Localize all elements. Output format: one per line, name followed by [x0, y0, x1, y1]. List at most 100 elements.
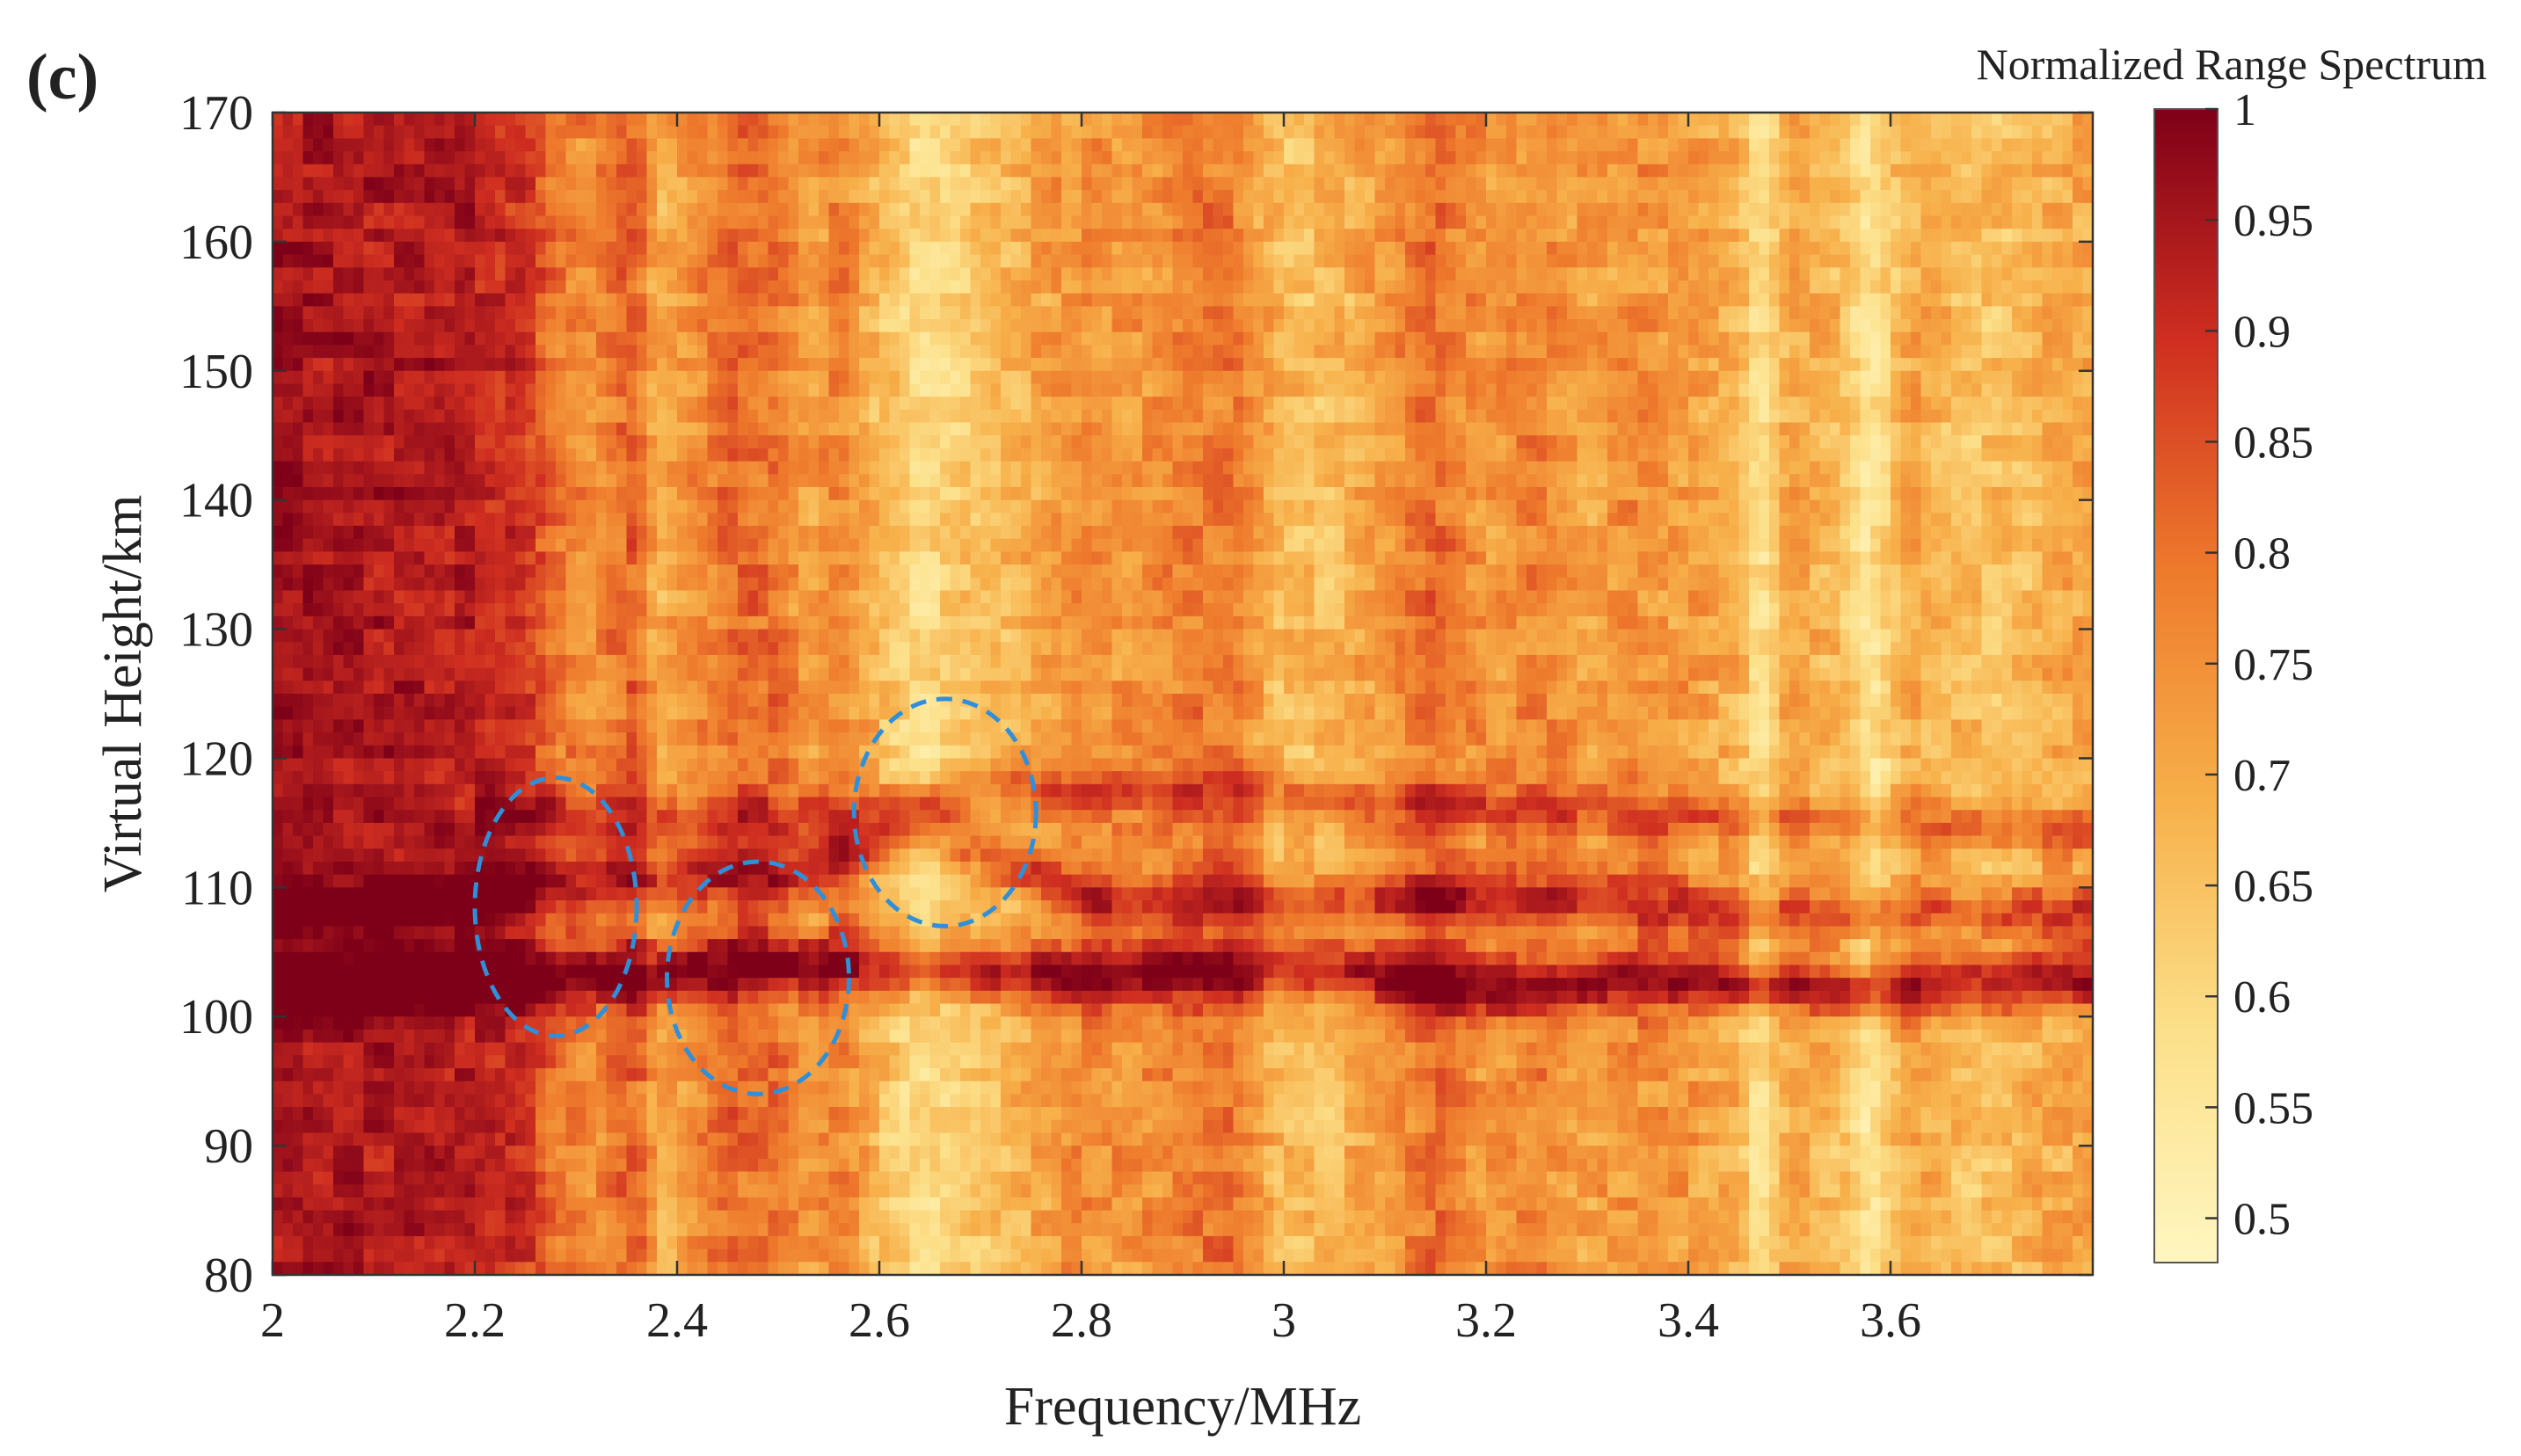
heatmap-cell	[616, 1042, 628, 1056]
heatmap-cell	[434, 771, 446, 785]
heatmap-cell	[485, 241, 496, 256]
heatmap-cell	[707, 538, 718, 553]
heatmap-cell	[464, 1262, 476, 1275]
heatmap-cell	[596, 732, 608, 746]
heatmap-cell	[464, 694, 476, 708]
heatmap-cell	[363, 1146, 375, 1160]
heatmap-cell	[536, 913, 547, 927]
heatmap-cell	[464, 861, 476, 876]
heatmap-cell	[788, 681, 799, 695]
heatmap-cell	[434, 577, 446, 592]
heatmap-cell	[404, 499, 415, 513]
heatmap-cell	[738, 113, 749, 127]
heatmap-cell	[282, 745, 294, 760]
heatmap-cell	[747, 138, 759, 152]
heatmap-cell	[738, 177, 749, 191]
heatmap-cell	[727, 164, 739, 178]
heatmap-cell	[808, 1094, 820, 1108]
heatmap-cell	[536, 1210, 547, 1224]
heatmap-cell	[536, 681, 547, 695]
heatmap-cell	[626, 642, 638, 656]
heatmap-cell	[545, 267, 557, 281]
heatmap-cell	[626, 603, 638, 617]
heatmap-cell	[404, 267, 415, 281]
heatmap-cell	[738, 926, 749, 940]
heatmap-cell	[677, 771, 689, 785]
heatmap-cell	[495, 293, 506, 307]
heatmap-cell	[556, 913, 567, 927]
heatmap-cell	[323, 965, 334, 979]
heatmap-cell	[536, 1003, 547, 1017]
heatmap-cell	[282, 758, 294, 772]
heatmap-cell	[556, 797, 567, 811]
heatmap-cell	[444, 1029, 455, 1044]
heatmap-cell	[819, 1132, 830, 1147]
heatmap-cell	[343, 280, 354, 295]
heatmap-cell	[637, 215, 648, 229]
heatmap-cell	[747, 913, 759, 927]
heatmap-cell	[788, 138, 799, 152]
heatmap-cell	[707, 694, 718, 708]
heatmap-cell	[475, 448, 486, 462]
heatmap-cell	[738, 887, 749, 901]
heatmap-cell	[515, 1262, 527, 1275]
heatmap-cell	[333, 951, 345, 966]
heatmap-cell	[637, 1146, 648, 1160]
heatmap-cell	[343, 164, 354, 178]
heatmap-cell	[586, 370, 597, 385]
heatmap-cell	[495, 939, 506, 953]
heatmap-cell	[464, 913, 476, 927]
heatmap-cell	[819, 241, 830, 256]
heatmap-cell	[282, 706, 294, 720]
heatmap-cell	[293, 1146, 304, 1160]
heatmap-cell	[293, 603, 304, 617]
heatmap-cell	[828, 681, 840, 695]
heatmap-cell	[657, 190, 668, 204]
heatmap-cell	[485, 229, 496, 243]
heatmap-cell	[667, 848, 678, 863]
heatmap-cell	[515, 448, 527, 462]
heatmap-cell	[616, 1119, 628, 1134]
heatmap-cell	[626, 861, 638, 876]
heatmap-cell	[707, 319, 718, 333]
heatmap-cell	[667, 1210, 678, 1224]
heatmap-cell	[606, 486, 617, 501]
heatmap-cell	[637, 1235, 648, 1250]
heatmap-cell	[536, 900, 547, 914]
heatmap-cell	[434, 706, 446, 720]
heatmap-cell	[545, 848, 557, 863]
heatmap-cell	[718, 474, 729, 488]
heatmap-cell	[343, 913, 354, 927]
heatmap-cell	[485, 732, 496, 746]
heatmap-cell	[455, 293, 466, 307]
heatmap-cell	[646, 241, 658, 256]
heatmap-cell	[637, 1003, 648, 1017]
heatmap-cell	[677, 694, 689, 708]
heatmap-cell	[697, 783, 709, 798]
heatmap-cell	[565, 1107, 577, 1121]
heatmap-cell	[747, 1235, 759, 1250]
heatmap-cell	[343, 965, 354, 979]
heatmap-cell	[545, 615, 557, 630]
heatmap-cell	[707, 164, 718, 178]
heatmap-cell	[718, 887, 729, 901]
heatmap-cell	[495, 1249, 506, 1263]
heatmap-cell	[778, 719, 790, 733]
heatmap-cell	[302, 461, 314, 475]
heatmap-cell	[374, 771, 385, 785]
heatmap-cell	[343, 345, 354, 359]
heatmap-cell	[374, 564, 385, 579]
heatmap-cell	[525, 1171, 536, 1185]
heatmap-cell	[444, 745, 455, 760]
heatmap-cell	[828, 499, 840, 513]
heatmap-cell	[565, 1158, 577, 1173]
heatmap-cell	[293, 177, 304, 191]
heatmap-cell	[798, 486, 810, 501]
heatmap-cell	[485, 771, 496, 785]
heatmap-cell	[343, 900, 354, 914]
heatmap-cell	[525, 667, 536, 681]
heatmap-cell	[363, 719, 375, 733]
heatmap-cell	[505, 654, 516, 669]
heatmap-cell	[343, 706, 354, 720]
heatmap-cell	[707, 926, 718, 940]
